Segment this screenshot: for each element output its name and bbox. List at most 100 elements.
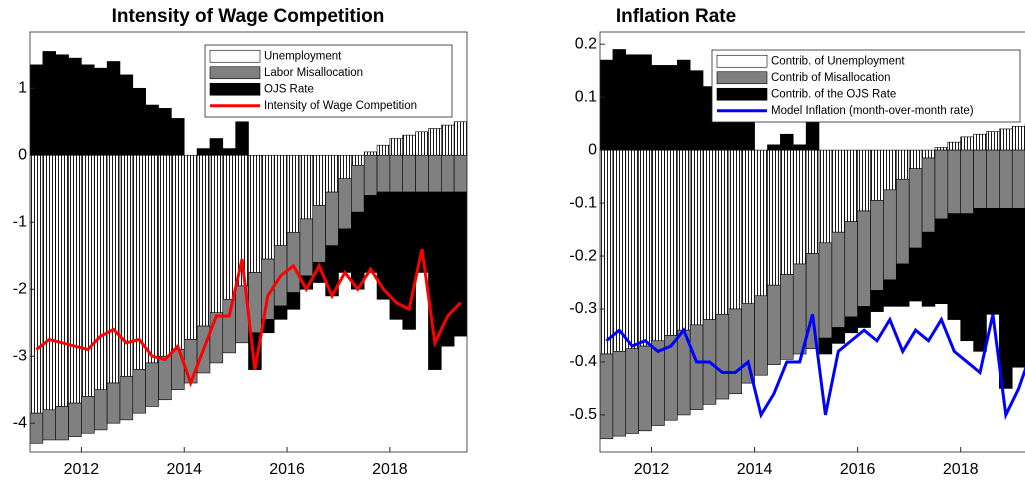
bar-segment	[209, 138, 224, 156]
bar-segment	[741, 149, 755, 305]
bar-segment	[638, 149, 652, 347]
bar-segment	[30, 64, 44, 156]
bar-segment	[651, 65, 665, 151]
bar-segment	[947, 213, 962, 320]
legend-swatch	[716, 87, 768, 101]
bar-segment	[338, 178, 352, 230]
legend-label: Model Inflation (month-over-month rate)	[771, 105, 974, 117]
bar-segment	[376, 144, 391, 156]
legend-label: Contrib of Misallocation	[771, 72, 891, 84]
bar-segment	[93, 389, 108, 431]
plot-area	[30, 51, 467, 444]
bar-segment	[222, 298, 236, 354]
bar-segment	[440, 154, 455, 193]
chart-title: Inflation Rate	[616, 6, 736, 27]
bar-segment	[81, 396, 95, 434]
bar-segment	[754, 295, 768, 376]
bar-segment	[299, 154, 314, 220]
x-tick-label: 2016	[269, 461, 305, 478]
bar-segment	[612, 49, 627, 151]
bar-segment	[132, 369, 146, 414]
bar-segment	[689, 149, 704, 326]
bar-segment	[999, 208, 1013, 389]
bar-segment	[351, 154, 365, 166]
line-series	[605, 313, 1025, 421]
bar-segment	[986, 131, 1000, 151]
bar-segment	[158, 355, 172, 401]
bar-segment	[625, 54, 639, 151]
bar-segment	[286, 292, 301, 310]
legend-swatch	[209, 82, 261, 96]
bar-segment	[312, 205, 326, 263]
x-tick-label: 2012	[64, 461, 100, 478]
bar-segment	[428, 128, 442, 156]
bar-segment	[600, 149, 614, 355]
bar-segment	[702, 149, 717, 320]
bar-segment	[908, 168, 923, 249]
bar-segment	[960, 213, 974, 342]
bar-segment	[638, 54, 652, 151]
bar-segment	[42, 154, 57, 411]
legend-label: Intensity of Wage Competition	[264, 100, 417, 112]
x-tick-label: 2014	[737, 461, 773, 478]
bar-segment	[895, 178, 910, 265]
bar-segment	[68, 402, 82, 437]
bar-segment	[415, 131, 429, 156]
bar-segment	[196, 154, 211, 327]
bar-segment	[286, 154, 301, 233]
legend-label: Unemployment	[264, 50, 342, 62]
bar-segment	[934, 147, 949, 151]
bar-segment	[338, 154, 352, 179]
bar-segment	[921, 149, 936, 159]
bar-segment	[612, 149, 627, 352]
bar-segment	[780, 149, 794, 275]
bar-segment	[415, 154, 429, 193]
bar-segment	[325, 191, 339, 246]
bar-segment	[973, 149, 987, 209]
x-tick-label: 2016	[840, 461, 876, 478]
bar-segment	[106, 61, 121, 156]
bar-segment	[664, 65, 678, 151]
y-tick-label: 0.2	[575, 35, 597, 52]
bar-segment	[1011, 125, 1025, 151]
bar-segment	[625, 149, 639, 350]
bar-segment	[960, 136, 974, 151]
bar-segment	[42, 409, 57, 441]
bar-segment	[1011, 149, 1025, 209]
bar-segment	[145, 154, 159, 364]
bar-segment	[286, 231, 301, 293]
legend-label: OJS Rate	[264, 83, 314, 95]
y-tick-label: -3	[13, 347, 27, 364]
bar-segment	[818, 242, 833, 339]
bar-segment	[209, 154, 224, 313]
bar-segment	[792, 144, 807, 151]
bar-segment	[389, 191, 404, 320]
bar-segment	[453, 154, 467, 193]
bar-segment	[30, 412, 44, 444]
bar-segment	[196, 148, 211, 156]
bar-segment	[1011, 208, 1025, 368]
bar-segment	[844, 221, 858, 318]
bar-segment	[715, 149, 730, 315]
bar-segment	[715, 313, 730, 400]
bar-segment	[844, 149, 858, 222]
bar-segment	[248, 154, 262, 273]
bar-segment	[222, 154, 236, 300]
bar-segment	[934, 218, 949, 305]
bar-segment	[870, 200, 884, 291]
bar-segment	[883, 149, 897, 191]
bar-segment	[171, 154, 185, 350]
bar-segment	[183, 154, 198, 340]
bar-segment	[857, 306, 871, 328]
bar-segment	[741, 303, 755, 384]
bar-segment	[363, 195, 378, 273]
bar-segment	[145, 362, 159, 407]
bar-segment	[30, 154, 44, 414]
bar-segment	[857, 149, 871, 212]
legend-label: Contrib. of the OJS Rate	[771, 88, 896, 100]
bar-segment	[651, 340, 665, 426]
bar-segment	[119, 74, 134, 156]
bar-segment	[273, 305, 288, 320]
bar-segment	[132, 154, 146, 370]
